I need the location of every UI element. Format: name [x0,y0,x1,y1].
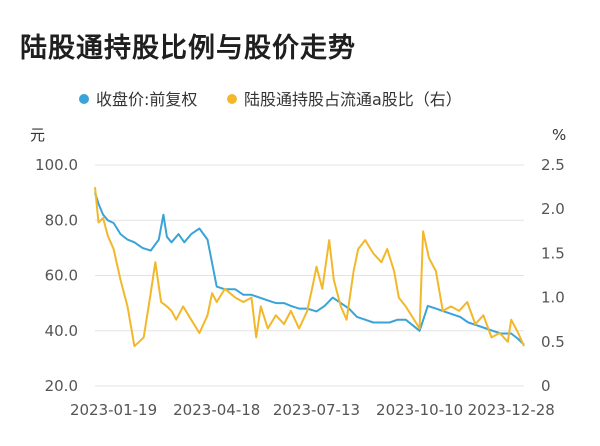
right-tick-label: 2.5 [541,156,565,174]
right-tick-label: 0.5 [541,333,565,351]
grid-lines [95,164,524,387]
legend-marker [79,94,89,104]
legend-marker [227,94,237,104]
left-tick-label: 20.0 [45,377,78,395]
x-tick-label: 2023-07-13 [273,401,360,419]
right-tick-label: 2.0 [541,200,565,218]
left-tick-label: 40.0 [45,322,78,340]
right-tick-label: 1.5 [541,244,565,262]
left-tick-label: 60.0 [45,267,78,285]
right-axis-unit: % [552,126,566,144]
left-axis: 元 100.0 80.0 60.0 40.0 20.0 [30,126,78,395]
x-tick-label: 2023-04-18 [173,401,260,419]
legend-label: 陆股通持股占流通a股比（右） [244,90,462,109]
x-axis: 2023-01-19 2023-04-18 2023-07-13 2023-10-10… [70,401,555,419]
legend-label: 收盘价:前复权 [96,90,197,109]
left-tick-label: 80.0 [45,211,78,229]
legend: 收盘价:前复权 陆股通持股占流通a股比（右） [79,90,462,109]
x-tick-label: 2023-10-10 [376,401,463,419]
close-price-line [94,192,525,346]
x-tick-label: 2023-01-19 [70,401,157,419]
right-axis: % 2.5 2.0 1.5 1.0 0.5 0 [541,126,566,395]
chart-title: 陆股通持股比例与股价走势 [20,33,356,64]
holding-ratio-line [94,187,525,348]
series-lines [94,187,525,348]
right-tick-label: 1.0 [541,289,565,307]
left-tick-label: 100.0 [35,156,78,174]
right-tick-label: 0 [541,377,551,395]
left-axis-unit: 元 [30,126,45,144]
x-tick-label: 2023-12-28 [468,401,555,419]
